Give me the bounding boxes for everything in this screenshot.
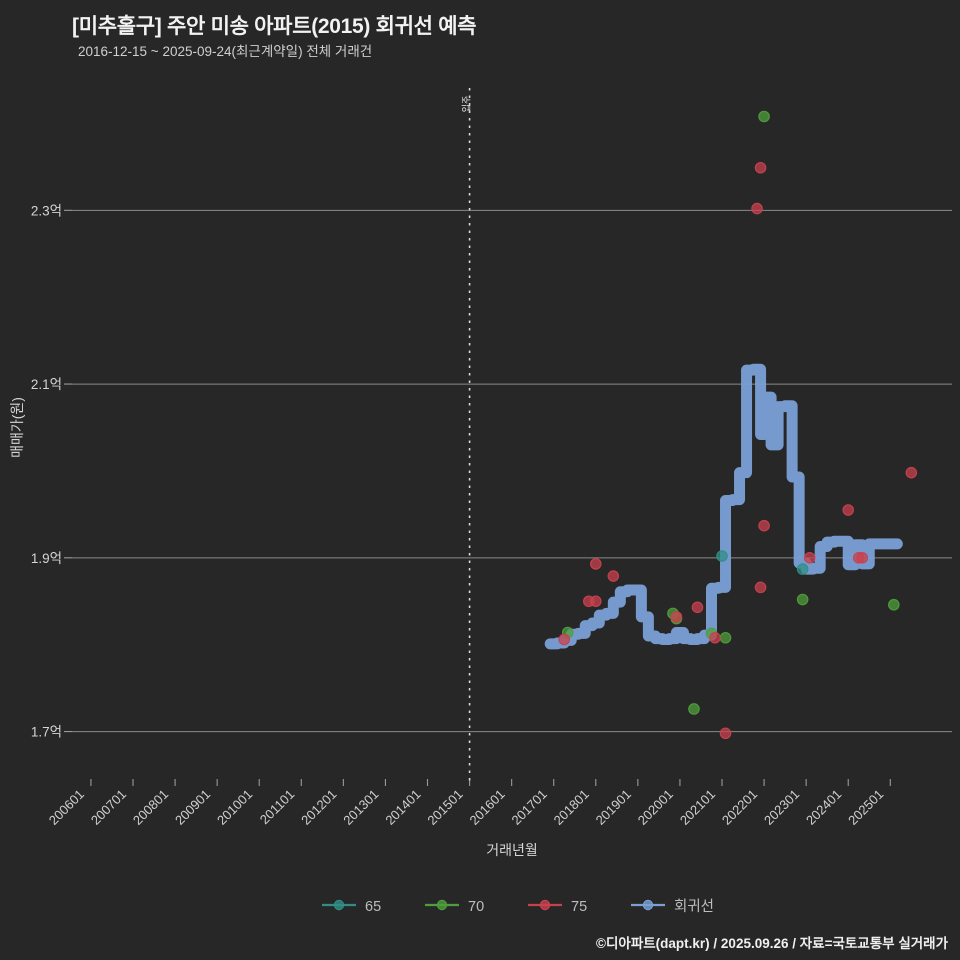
scatter-point: [754, 161, 767, 174]
legend-swatch-marker: [642, 899, 654, 911]
y-tick-label: 2.3억: [31, 203, 62, 218]
x-ticks: 200601 200701 200801 200901 201001 201101 2012…: [46, 779, 891, 828]
x-tick-label: 202301: [761, 787, 802, 828]
scatter-point: [856, 552, 869, 564]
legend-swatch-marker: [333, 899, 345, 911]
x-tick-label: 201501: [424, 787, 465, 828]
scatter-series-70: [561, 110, 900, 715]
legend-label: 75: [571, 899, 587, 915]
x-tick-label: 201401: [382, 787, 423, 828]
footer-credit: ©디아파트(dapt.kr) / 2025.09.26 / 자료=국토교통부 실…: [596, 936, 948, 951]
x-tick-label: 202201: [719, 787, 760, 828]
x-tick-label: 201201: [298, 787, 339, 828]
scatter-point: [558, 633, 571, 646]
scatter-point: [589, 558, 602, 570]
scatter-point: [796, 593, 809, 606]
scatter-series-65: [716, 550, 809, 575]
scatter-point: [607, 570, 620, 582]
x-tick-label: 202101: [677, 787, 718, 828]
y-axis-title: 매매가(원): [9, 397, 25, 458]
x-tick-label: 201701: [509, 787, 550, 828]
legend-item-회귀선[interactable]: 회귀선: [631, 898, 714, 915]
legend-swatch-marker: [539, 899, 551, 911]
legend-label: 70: [468, 899, 484, 915]
x-axis-title: 거래년월: [486, 842, 538, 858]
scatter-point: [670, 611, 683, 623]
legend-label: 회귀선: [674, 898, 714, 915]
scatter-point: [842, 504, 855, 516]
x-tick-label: 201901: [593, 787, 634, 828]
scatter-point: [589, 595, 602, 608]
scatter-point: [905, 466, 918, 479]
y-tick-label: 1.9억: [31, 551, 62, 566]
legend-item-70[interactable]: 70: [425, 899, 484, 915]
scatter-series-75: [558, 161, 918, 740]
regression-line: [544, 363, 903, 650]
x-tick-label: 200901: [172, 787, 213, 828]
move-in-annotation: 입주: [461, 96, 472, 113]
x-tick-label: 202001: [635, 787, 676, 828]
scatter-point: [754, 581, 767, 594]
scatter-point: [758, 110, 770, 123]
y-gridlines: 2.3억 2.1억 1.9억 1.7억: [31, 203, 952, 740]
scatter-point: [888, 598, 900, 611]
legend-label: 65: [365, 899, 381, 915]
y-tick-label: 1.7억: [31, 725, 62, 740]
x-tick-label: 202501: [845, 787, 886, 828]
scatter-point: [691, 601, 704, 614]
x-tick-label: 201601: [466, 787, 507, 828]
page-title: [미추홀구] 주안 미송 아파트(2015) 회귀선 예측: [72, 15, 477, 38]
scatter-point: [719, 727, 732, 740]
scatter-point: [803, 552, 816, 564]
scatter-point: [751, 202, 763, 215]
legend-item-75[interactable]: 75: [528, 899, 587, 915]
x-tick-label: 201101: [257, 787, 298, 828]
scatter-point: [796, 563, 809, 575]
x-tick-label: 201301: [340, 787, 381, 828]
scatter-point: [758, 519, 770, 532]
x-tick-label: 202401: [803, 787, 844, 828]
x-tick-label: 200701: [88, 787, 129, 828]
scatter-point: [709, 631, 721, 644]
x-tick-label: 201001: [214, 787, 255, 828]
x-tick-label: 200801: [130, 787, 171, 828]
scatter-point: [716, 550, 728, 562]
x-tick-label: 200601: [46, 787, 87, 828]
y-tick-label: 2.1억: [31, 377, 62, 392]
scatter-point: [719, 631, 732, 644]
legend-swatch-marker: [436, 899, 448, 911]
legend-item-65[interactable]: 65: [322, 899, 381, 915]
scatter-point: [688, 703, 700, 715]
legend: 65 70 75 회귀선: [322, 898, 714, 915]
page-subtitle: 2016-12-15 ~ 2025-09-24(최근계약일) 전체 거래건: [78, 44, 373, 59]
x-tick-label: 201801: [551, 787, 592, 828]
